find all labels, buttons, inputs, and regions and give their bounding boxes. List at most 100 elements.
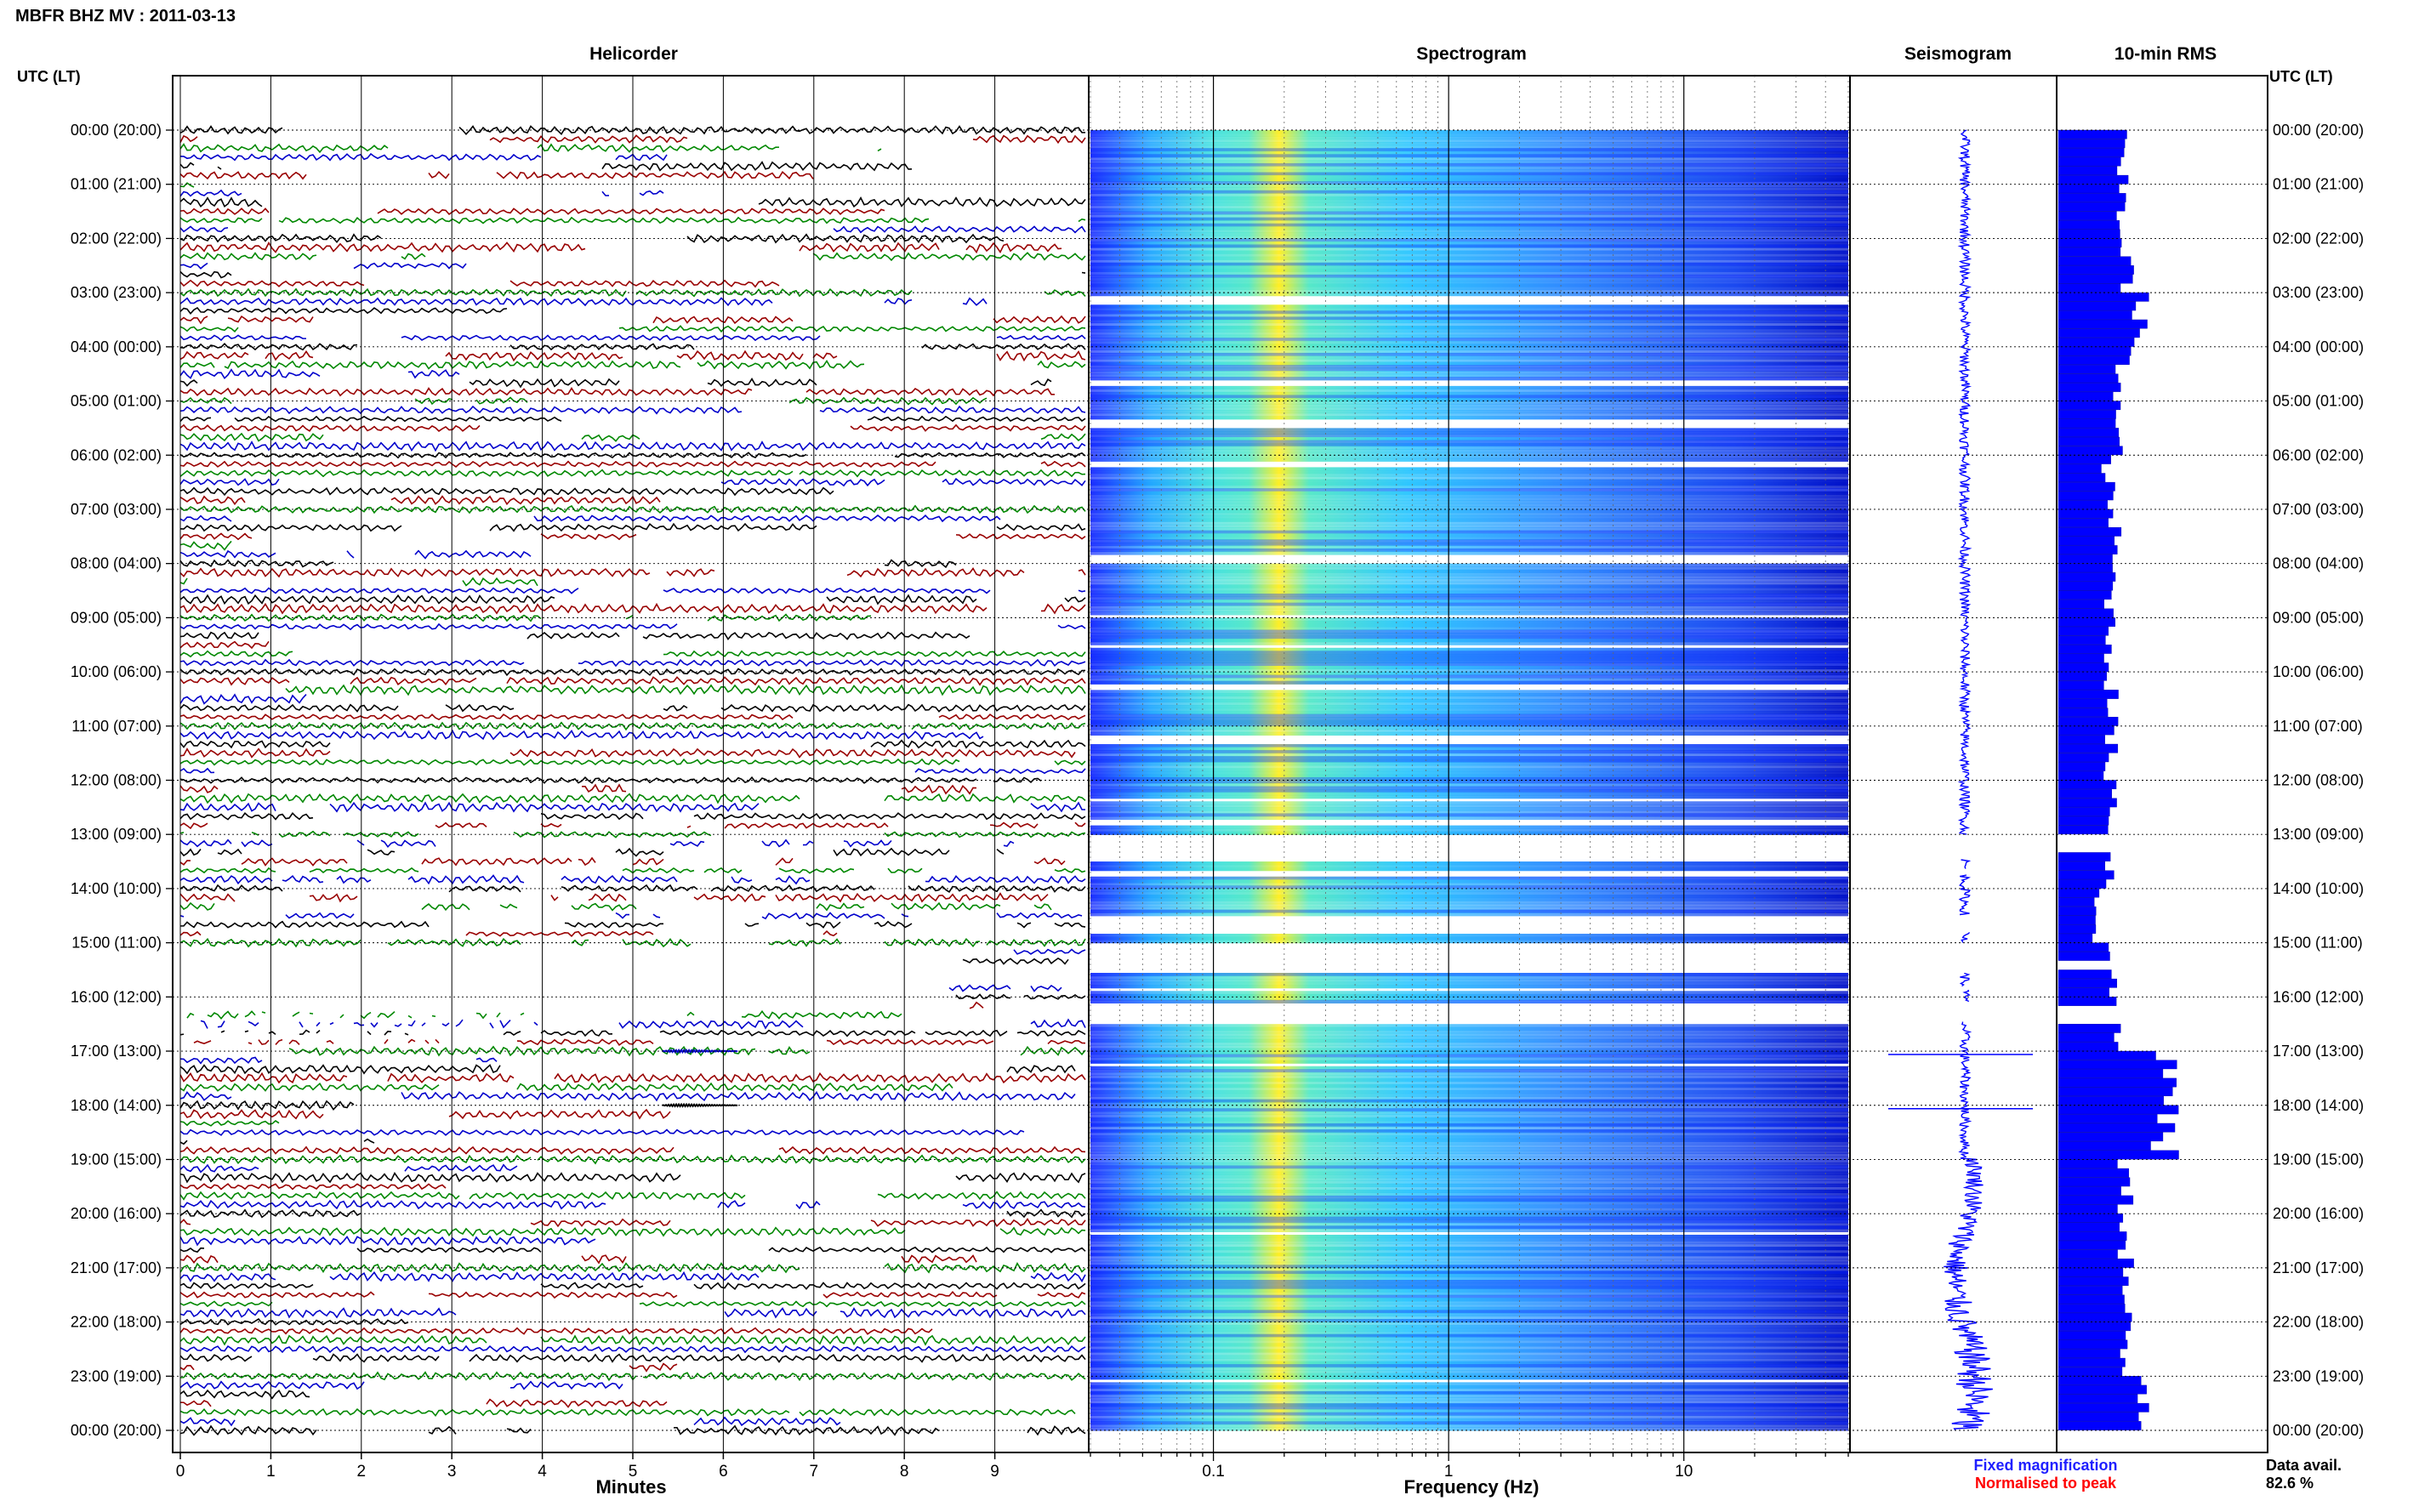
spectrogram-row (1090, 795, 1848, 799)
spectrogram-row (1090, 1388, 1848, 1392)
spectrogram-row (1090, 395, 1848, 399)
helicorder-trace (424, 1039, 430, 1044)
helicorder-trace (179, 125, 283, 135)
spectrogram-row (1090, 187, 1848, 191)
spectrogram-row (1090, 1123, 1848, 1128)
hour-label: 01:00 (21:00) (2273, 176, 2364, 193)
spectrogram-row (1090, 326, 1848, 330)
spectrogram-row (1090, 1288, 1848, 1293)
spectrogram-row (1090, 545, 1848, 549)
rms-bar (2058, 716, 2119, 726)
helicorder-trace (326, 1040, 334, 1044)
spectrogram-row (1090, 1325, 1848, 1329)
minute-tick-label: 9 (990, 1463, 999, 1481)
rms-bar (2058, 653, 2104, 663)
spectrogram-row (1090, 581, 1848, 586)
helicorder-trace (693, 1282, 1086, 1291)
hour-label: 11:00 (07:00) (2273, 718, 2363, 735)
spectrogram-row (1090, 1208, 1848, 1212)
helicorder-trace (996, 523, 1086, 531)
spectrogram-row-shade (1090, 162, 1848, 168)
helicorder-trace (285, 912, 355, 919)
spectrogram-row (1090, 287, 1848, 291)
hour-label: 08:00 (04:00) (2273, 555, 2364, 572)
spectrogram-row-shade (1090, 999, 1848, 1004)
helicorder-trace (404, 1163, 518, 1173)
spectrogram-row (1090, 283, 1848, 287)
helicorder-trace (955, 993, 1011, 1000)
rms-bar (2058, 373, 2119, 384)
spectrogram-row (1090, 293, 1848, 297)
spectrogram-row (1090, 190, 1848, 194)
helicorder-trace (843, 839, 892, 848)
rms-bar (2058, 156, 2121, 167)
helicorder-trace (1030, 801, 1086, 813)
spectrogram-row (1090, 527, 1848, 531)
spectrogram-row (1090, 1042, 1848, 1046)
helicorder-trace (1078, 218, 1086, 223)
spectrogram-row-shade (1090, 262, 1848, 266)
rms-bar (2058, 1394, 2138, 1404)
spectrogram-row (1090, 271, 1848, 276)
spectrogram-row (1090, 1255, 1848, 1259)
hour-label: 04:00 (00:00) (71, 338, 162, 355)
helicorder-trace (1016, 1029, 1086, 1037)
spectrogram-row (1090, 142, 1848, 146)
helicorder-trace (884, 937, 981, 948)
rms-bar (2058, 1105, 2179, 1115)
helicorder-trace (445, 350, 623, 362)
spectrogram-row (1090, 1147, 1848, 1151)
spectrogram-row (1090, 1141, 1848, 1145)
spectrogram-row (1090, 940, 1848, 944)
spectrogram-row-shade (1090, 1108, 1848, 1112)
spectrogram-row-shade (1090, 1270, 1848, 1275)
hour-label: 22:00 (18:00) (2273, 1314, 2364, 1331)
helicorder-trace (329, 1021, 334, 1026)
spectrogram-row (1090, 334, 1848, 338)
helicorder-trace (1003, 840, 1015, 847)
helicorder-trace (761, 912, 885, 920)
helicorder-trace (299, 1021, 304, 1028)
helicorder-trace (877, 148, 882, 152)
spectrogram-row (1090, 512, 1848, 516)
spectrogram-row (1090, 178, 1848, 182)
helicorder-trace (891, 901, 1001, 911)
rms-bar (2058, 383, 2121, 392)
rms-bar (2058, 897, 2095, 907)
helicorder-trace (778, 867, 855, 874)
spectrogram-row (1090, 623, 1848, 628)
spectrogram-row (1090, 229, 1848, 233)
spectrogram-row (1090, 223, 1848, 227)
spectrogram-row (1090, 361, 1848, 366)
spectrogram-row (1090, 205, 1848, 209)
spectrogram-row (1090, 1032, 1848, 1037)
spectrogram-row (1090, 130, 1848, 134)
helicorder-trace (179, 523, 402, 532)
rms-bar (2058, 247, 2121, 257)
spectrogram-row (1090, 1114, 1848, 1118)
spectrogram-row (1090, 277, 1848, 281)
spectrogram-row (1090, 175, 1848, 179)
rms-bar (2058, 879, 2107, 889)
helicorder-trace (275, 1038, 283, 1045)
spectrogram-row (1090, 1415, 1848, 1419)
seismogram-trace (1944, 1021, 1993, 1430)
helicorder-trace (1040, 460, 1086, 468)
spectrogram-row (1090, 653, 1848, 657)
spectrogram-row (1090, 241, 1848, 246)
helicorder-trace (179, 387, 753, 397)
rms-bar (2058, 952, 2110, 961)
hour-labels-left: 00:00 (20:00) 01:00 (21:00) 02:00 (22:00) 0… (71, 122, 162, 1439)
helicorder-trace (179, 478, 280, 486)
rms-bar (2058, 906, 2097, 916)
rms-bar (2058, 1159, 2118, 1168)
helicorder-trace (179, 217, 263, 224)
helicorder-trace (1081, 271, 1086, 274)
helicorder-trace (724, 1307, 817, 1319)
spectrogram-row (1090, 1153, 1848, 1157)
spectrogram-row (1090, 1355, 1848, 1359)
rms-bar (2058, 1186, 2121, 1196)
rms-bar (2058, 1077, 2177, 1088)
helicorder-trace (179, 460, 936, 469)
